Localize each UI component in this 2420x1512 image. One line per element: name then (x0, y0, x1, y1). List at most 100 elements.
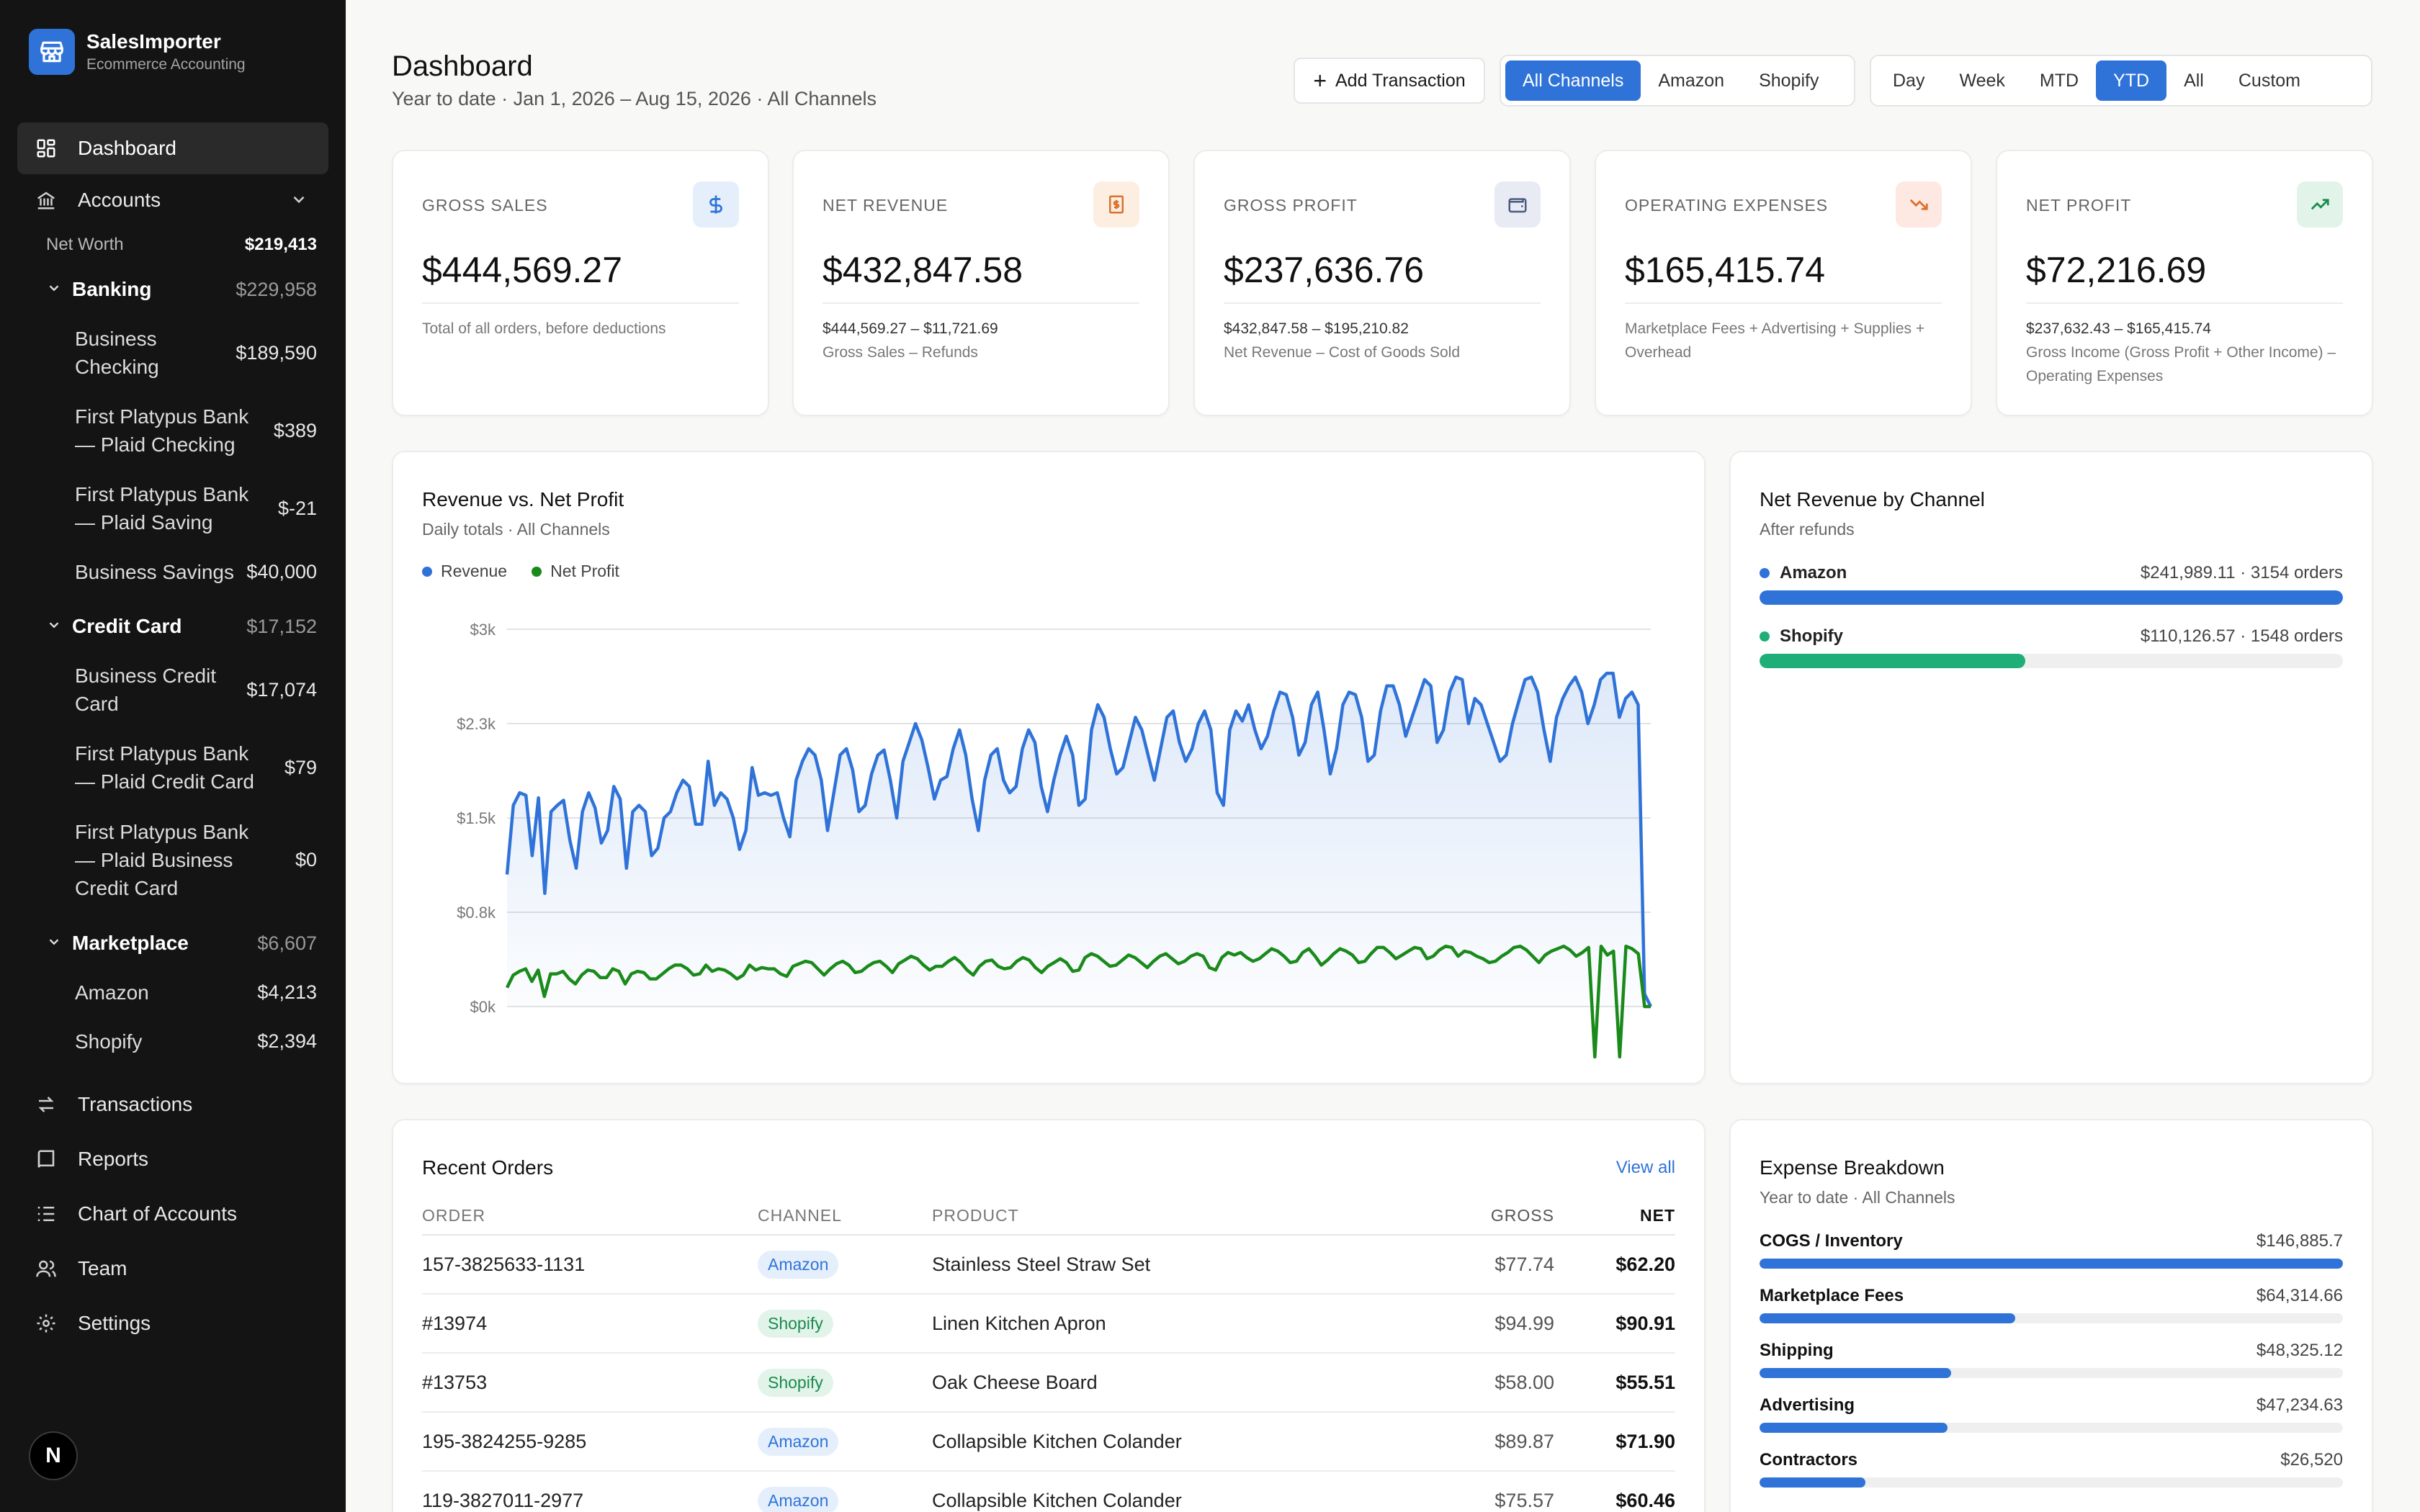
range-option[interactable]: Custom (2238, 70, 2301, 91)
account-label: Business Credit Card (75, 665, 217, 715)
expense-row[interactable]: Shipping $48,325.12 (1760, 1341, 2343, 1378)
channel-bar-fill (1760, 590, 2343, 605)
channel-card-subtitle: After refunds (1760, 520, 1855, 539)
order-id[interactable]: 119-3827011-2977 (422, 1489, 584, 1511)
arrows-exchange-icon (35, 1093, 58, 1116)
range-option[interactable]: YTD (2096, 60, 2167, 101)
account-label: First Platypus Bank — Plaid Checking (75, 405, 249, 456)
range-option[interactable]: Day (1893, 70, 1925, 91)
group-amount: $229,958 (236, 278, 317, 300)
legend-item-net-profit[interactable]: Net Profit (532, 562, 619, 581)
expense-name: Marketplace Fees (1760, 1286, 1904, 1305)
nav-accounts[interactable]: Accounts (17, 174, 328, 226)
account-plaid-checking[interactable]: First Platypus Bank — Plaid Checking $38… (0, 402, 346, 459)
series-area-revenue (507, 673, 1651, 1007)
gross-amount: $58.00 (1494, 1371, 1554, 1393)
channel-bar-track (1760, 654, 2343, 668)
expense-row[interactable]: Marketplace Fees $64,314.66 (1760, 1286, 2343, 1323)
account-plaid-saving[interactable]: First Platypus Bank — Plaid Saving $-21 (0, 480, 346, 537)
orders-table-header: ORDER CHANNEL PRODUCT GROSS NET (422, 1195, 1675, 1236)
channel-option[interactable]: All Channels (1505, 60, 1641, 101)
col-header-net[interactable]: NET (1640, 1205, 1675, 1225)
expense-row[interactable]: COGS / Inventory $146,885.7 (1760, 1231, 2343, 1269)
divider (1224, 302, 1541, 304)
account-business-savings[interactable]: Business Savings $40,000 (0, 556, 346, 588)
net-worth-value: $219,413 (244, 235, 317, 254)
add-transaction-button[interactable]: + Add Transaction (1294, 58, 1485, 104)
dollar-icon (693, 181, 739, 228)
channel-row-amazon[interactable]: Amazon $241,989.11 · 3154 orders (1760, 563, 2343, 605)
kpi-card-operating-expenses: OPERATING EXPENSES $165,415.74 Marketpla… (1595, 150, 1972, 416)
order-id[interactable]: 195-3824255-9285 (422, 1430, 587, 1452)
account-shopify[interactable]: Shopify $2,394 (0, 1025, 346, 1057)
expense-amount: $26,520 (2280, 1450, 2343, 1470)
account-amount: $2,394 (257, 1030, 317, 1052)
account-amount: $79 (284, 756, 317, 778)
kpi-note: Marketplace Fees + Advertising + Supplie… (1625, 317, 1942, 364)
y-tick-label: $0k (470, 998, 496, 1016)
plus-icon: + (1313, 68, 1327, 94)
channel-cell: Shopify (758, 1295, 833, 1352)
gross-amount: $94.99 (1494, 1312, 1554, 1334)
table-row[interactable]: #13974 Shopify Linen Kitchen Apron $94.99 $9… (422, 1295, 1675, 1354)
order-id[interactable]: #13974 (422, 1312, 488, 1334)
nav-reports[interactable]: Reports (17, 1133, 328, 1185)
table-row[interactable]: 195-3824255-9285 Amazon Collapsible Kitche… (422, 1413, 1675, 1472)
channel-row-shopify[interactable]: Shopify $110,126.57 · 1548 orders (1760, 626, 2343, 668)
kpi-value: $237,636.76 (1224, 250, 1425, 290)
account-plaid-credit-card[interactable]: First Platypus Bank — Plaid Credit Card … (0, 739, 346, 796)
account-amazon[interactable]: Amazon $4,213 (0, 976, 346, 1008)
nav-team[interactable]: Team (17, 1243, 328, 1295)
col-header-channel[interactable]: CHANNEL (758, 1205, 842, 1225)
brand[interactable]: SalesImporter Ecommerce Accounting (29, 29, 246, 75)
order-id[interactable]: #13753 (422, 1371, 488, 1393)
expense-name: Contractors (1760, 1450, 1858, 1470)
expense-bar-track (1760, 1368, 2343, 1378)
channel-cell: Amazon (758, 1472, 839, 1512)
col-header-order[interactable]: ORDER (422, 1205, 486, 1225)
range-option[interactable]: MTD (2039, 70, 2079, 91)
avatar[interactable]: N (29, 1431, 78, 1480)
table-row[interactable]: 157-3825633-1131 Amazon Stainless Steel St… (422, 1236, 1675, 1295)
channel-name: Amazon (1780, 563, 1847, 582)
series-line-net-profit (505, 944, 1651, 1059)
group-banking[interactable]: Banking $229,958 (0, 272, 346, 307)
expense-name: Advertising (1760, 1395, 1855, 1415)
account-business-credit-card[interactable]: Business Credit Card $17,074 (0, 661, 346, 719)
table-row[interactable]: #13753 Shopify Oak Cheese Board $58.00 $55.5… (422, 1354, 1675, 1413)
col-header-gross[interactable]: GROSS (1490, 1205, 1554, 1225)
table-row[interactable]: 119-3827011-2977 Amazon Collapsible Kitche… (422, 1472, 1675, 1512)
bank-icon (35, 189, 58, 212)
product-name: Stainless Steel Straw Set (932, 1253, 1151, 1275)
chevron-down-icon[interactable] (290, 190, 308, 214)
order-id[interactable]: 157-3825633-1131 (422, 1253, 586, 1275)
expense-row[interactable]: Advertising $47,234.63 (1760, 1395, 2343, 1433)
legend-item-revenue[interactable]: Revenue (422, 562, 507, 581)
col-header-product[interactable]: PRODUCT (932, 1205, 1019, 1225)
expense-row[interactable]: Contractors $26,520 (1760, 1450, 2343, 1488)
view-all-link[interactable]: View all (1615, 1158, 1675, 1177)
account-business-checking[interactable]: Business Checking $189,590 (0, 324, 346, 382)
group-marketplace[interactable]: Marketplace $6,607 (0, 926, 346, 960)
nav-transactions[interactable]: Transactions (17, 1079, 328, 1130)
nav-label: Reports (78, 1148, 149, 1170)
gross-amount: $75.57 (1494, 1489, 1554, 1511)
product-name: Oak Cheese Board (932, 1371, 1098, 1393)
channel-option[interactable]: Shopify (1759, 70, 1819, 91)
range-option[interactable]: All (2184, 70, 2204, 91)
group-credit-card[interactable]: Credit Card $17,152 (0, 609, 346, 644)
channel-badge: Amazon (758, 1250, 839, 1279)
revenue-line-chart[interactable]: $0k $0.8k $1.5k $2.3k $3k (393, 452, 1704, 1086)
account-plaid-business-credit-card[interactable]: First Platypus Bank — Plaid Business Cre… (0, 816, 346, 903)
account-label: Business Savings (75, 560, 235, 583)
nav-chart-of-accounts[interactable]: Chart of Accounts (17, 1188, 328, 1240)
range-option[interactable]: Week (1959, 70, 2005, 91)
kpi-card-gross-sales: GROSS SALES $444,569.27 Total of all ord… (392, 150, 769, 416)
channel-badge: Amazon (758, 1427, 839, 1456)
expense-bar-fill (1760, 1368, 1952, 1378)
book-icon (35, 1148, 58, 1171)
channel-option[interactable]: Amazon (1658, 70, 1725, 91)
nav-settings[interactable]: Settings (17, 1297, 328, 1349)
nav-dashboard[interactable]: Dashboard (17, 122, 328, 174)
net-amount: $60.46 (1615, 1489, 1675, 1511)
